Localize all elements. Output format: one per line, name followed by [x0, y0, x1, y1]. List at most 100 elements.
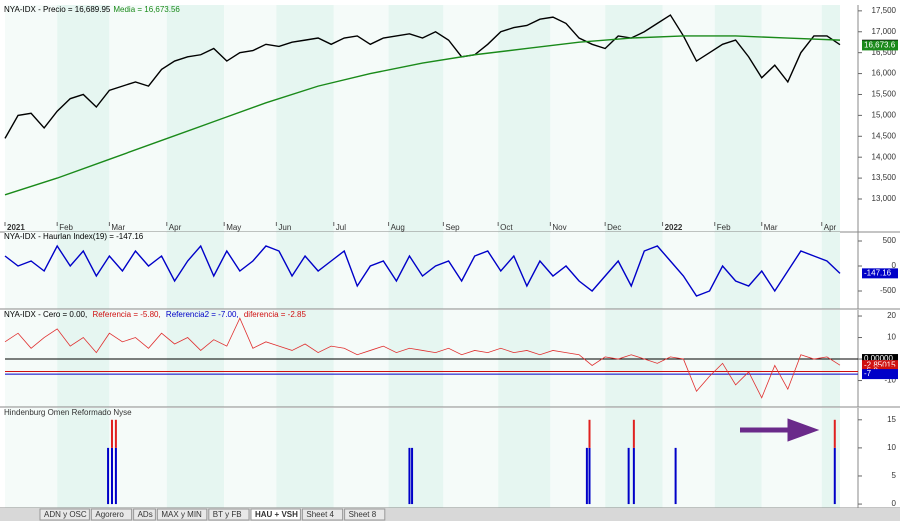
- legend-entry: NYA-IDX - Cero = 0.00,: [4, 310, 89, 319]
- value-tag: [862, 40, 898, 51]
- bar-upper: [588, 419, 591, 448]
- month-stripe: [166, 408, 225, 508]
- bar-lower: [110, 447, 113, 505]
- month-stripe: [498, 310, 551, 407]
- bar-lower: [627, 447, 630, 505]
- y-tick-label: 14,000: [872, 152, 897, 161]
- month-stripe: [662, 5, 715, 232]
- month-stripe: [821, 5, 840, 232]
- tab-label[interactable]: Sheet 4: [306, 510, 334, 519]
- month-stripe: [109, 5, 167, 232]
- value-tag-label: 16,673.6: [864, 41, 896, 50]
- month-stripe: [5, 232, 58, 309]
- month-stripe: [821, 232, 840, 309]
- tab[interactable]: [344, 508, 386, 521]
- bar-upper: [833, 419, 836, 448]
- tab-label[interactable]: Sheet 8: [349, 510, 377, 519]
- month-stripe: [821, 310, 840, 407]
- tab[interactable]: [301, 508, 344, 521]
- month-stripe: [550, 232, 606, 309]
- value-tag: [862, 268, 898, 279]
- tab[interactable]: [250, 508, 301, 521]
- month-stripe: [5, 5, 58, 232]
- tab-label[interactable]: Agorero: [95, 510, 124, 519]
- month-stripe: [443, 232, 499, 309]
- legend-entry: NYA-IDX - Haurlan Index(19) = -147.16: [4, 232, 144, 241]
- month-stripe: [662, 310, 715, 407]
- legend-entry: Referencia2 = -7.00,: [166, 310, 241, 319]
- month-stripe: [550, 408, 606, 508]
- x-tick-label: Feb: [717, 223, 731, 232]
- legend-entry: Media = 16,673.56: [113, 5, 180, 14]
- month-stripe: [605, 232, 663, 309]
- month-stripe: [109, 408, 167, 508]
- month-stripe: [5, 408, 58, 508]
- series-line: [4, 244, 841, 297]
- y-tick-label: 15: [887, 415, 896, 424]
- legend: NYA-IDX - Precio = 16,689.95 Media = 16,6…: [4, 5, 180, 14]
- month-stripe: [166, 310, 225, 407]
- tab-label[interactable]: ADN y OSC: [44, 510, 87, 519]
- tab[interactable]: [90, 508, 133, 521]
- x-tick-label: 2021: [7, 223, 25, 232]
- month-stripe: [662, 408, 715, 508]
- y-tick-label: 15,500: [872, 90, 897, 99]
- tab[interactable]: [208, 508, 250, 521]
- month-stripe: [57, 5, 110, 232]
- x-tick-label: Dec: [607, 223, 621, 232]
- bar-lower: [674, 447, 677, 505]
- x-tick-label: Jun: [278, 223, 291, 232]
- y-tick-label: 14,500: [872, 131, 897, 140]
- series-line: [4, 14, 841, 139]
- y-tick-label: 20: [887, 311, 896, 320]
- tab-label[interactable]: MAX y MIN: [161, 510, 202, 519]
- tab[interactable]: [156, 508, 208, 521]
- month-stripe: [224, 5, 277, 232]
- month-stripe: [57, 310, 110, 407]
- y-tick-label: 15,000: [872, 110, 897, 119]
- tab-label[interactable]: HAU + VSH: [255, 510, 298, 519]
- x-tick-label: Apr: [824, 223, 837, 232]
- month-stripe: [276, 408, 334, 508]
- y-tick-label: 16,500: [872, 48, 897, 57]
- value-tag: [862, 354, 898, 365]
- bar-lower: [588, 447, 591, 505]
- x-tick-label: Aug: [391, 223, 405, 232]
- tab-label[interactable]: ADs: [138, 510, 153, 519]
- month-stripe: [224, 232, 277, 309]
- bar-lower: [114, 447, 117, 505]
- month-stripe: [443, 5, 499, 232]
- tab[interactable]: [133, 508, 156, 521]
- tab-label[interactable]: BT y FB: [213, 510, 242, 519]
- month-stripe: [276, 232, 334, 309]
- x-tick-label: Apr: [169, 223, 182, 232]
- y-tick-label: 0: [892, 499, 897, 508]
- y-tick-label: 10: [887, 443, 896, 452]
- legend: NYA-IDX - Haurlan Index(19) = -147.16: [4, 232, 144, 241]
- x-tick-label: Jul: [336, 223, 346, 232]
- month-stripe: [714, 5, 762, 232]
- value-tag-label: -147.16: [864, 268, 892, 277]
- bar-lower: [408, 447, 411, 505]
- month-stripe: [57, 408, 110, 508]
- month-stripe: [224, 408, 277, 508]
- legend: Hindenburg Omen Reformado Nyse: [4, 408, 132, 417]
- x-tick-label: Nov: [552, 223, 566, 232]
- legend-entry: Referencia = -5.80,: [92, 310, 162, 319]
- tab[interactable]: [39, 508, 90, 521]
- legend-entry: NYA-IDX - Precio = 16,689.95: [4, 5, 111, 14]
- bar-lower: [411, 447, 414, 505]
- month-stripe: [443, 408, 499, 508]
- y-tick-label: -500: [880, 286, 897, 295]
- month-stripe: [166, 232, 225, 309]
- month-stripe: [166, 5, 225, 232]
- month-stripe: [276, 5, 334, 232]
- bar-upper: [114, 419, 117, 448]
- x-tick-label: Feb: [59, 223, 73, 232]
- x-tick-label: May: [226, 223, 241, 232]
- bar-upper: [110, 419, 113, 448]
- legend-entry: diferencia = -2.85: [244, 310, 307, 319]
- bar-lower: [585, 447, 588, 505]
- month-stripe: [498, 232, 551, 309]
